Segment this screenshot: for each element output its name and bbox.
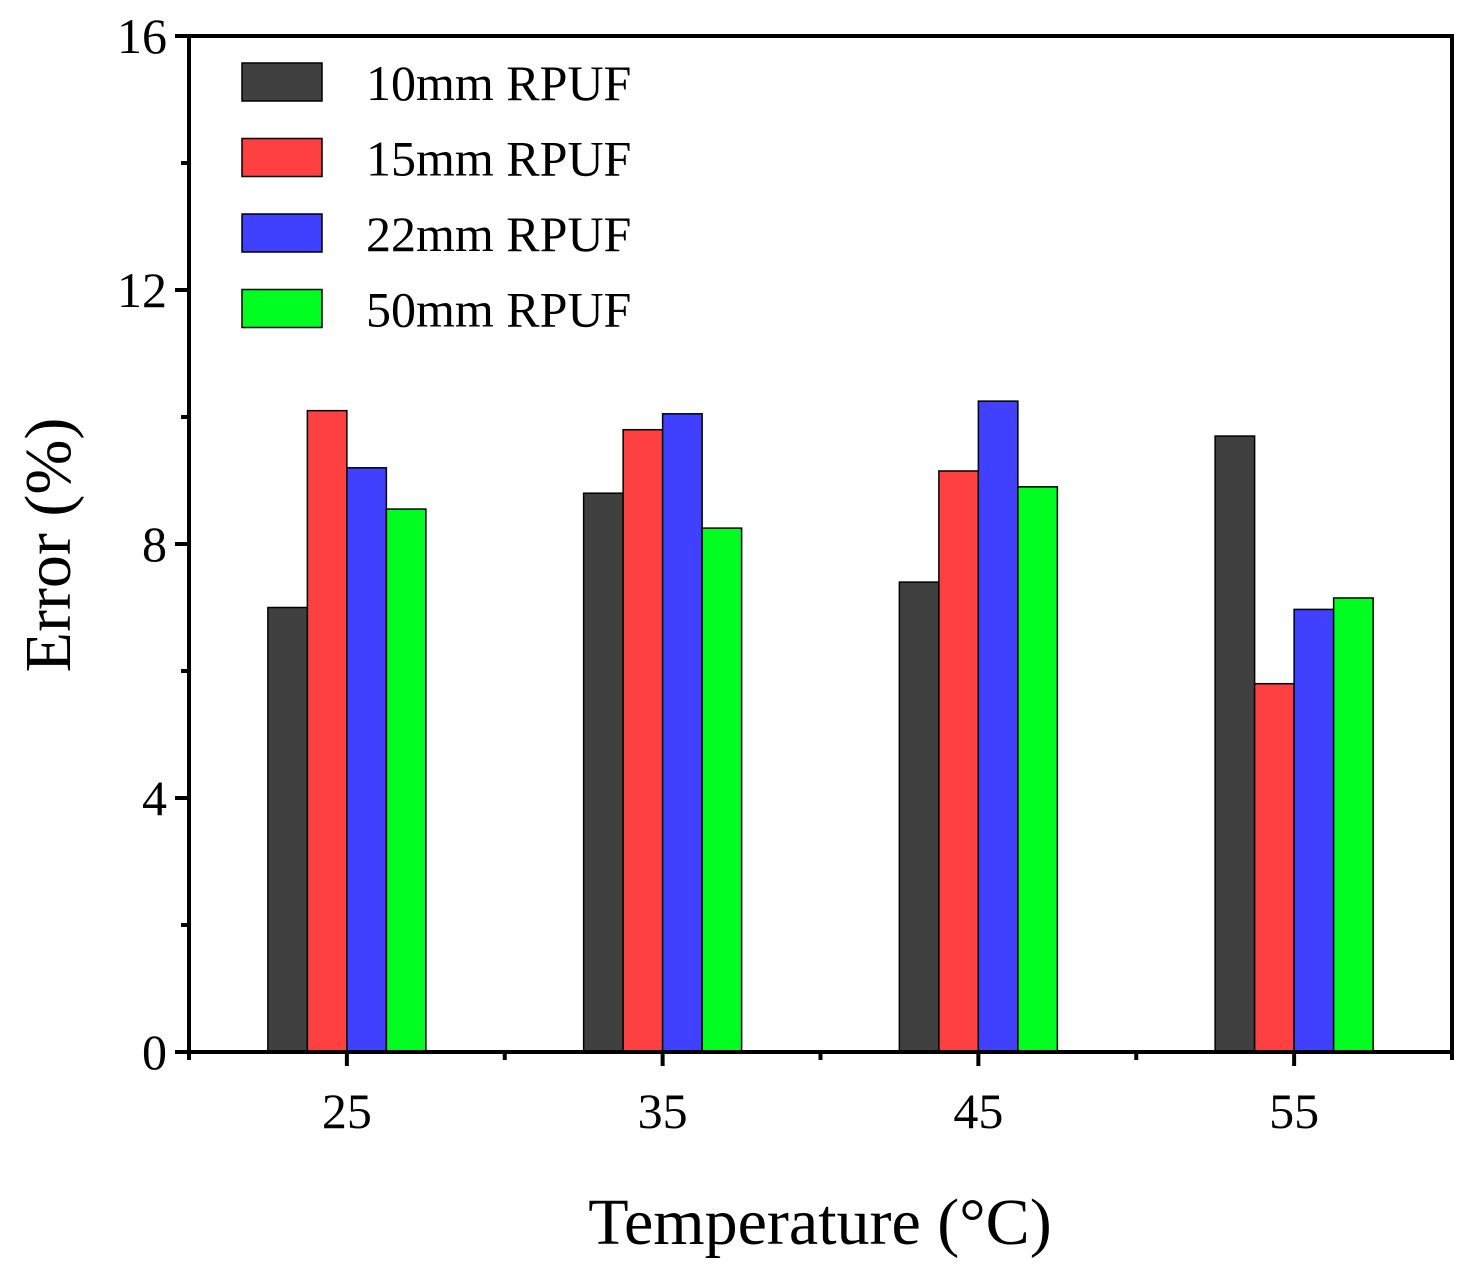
y-tick-label: 12: [117, 262, 167, 318]
bar-15mm-rpuf-55: [1253, 682, 1295, 1053]
legend-label-22mm: 22mm RPUF: [366, 206, 631, 262]
bar-50mm-rpuf-45: [1017, 486, 1059, 1053]
x-axis-title: Temperature (°C): [588, 1186, 1051, 1259]
bar-22mm-rpuf-25: [346, 467, 388, 1053]
legend-swatch-10mm: [241, 62, 323, 102]
axes-layer: 0 4 8 12 16 25 35 45 55: [117, 8, 1454, 1139]
y-tick-label: 8: [142, 516, 167, 572]
x-tick-label: 25: [322, 1083, 372, 1139]
bar-50mm-rpuf-25: [385, 508, 427, 1053]
x-tick-label: 45: [953, 1083, 1003, 1139]
y-axis-title: Error (%): [12, 418, 85, 673]
legend-swatch-15mm: [241, 137, 323, 178]
bar-22mm-rpuf-55: [1293, 608, 1335, 1053]
bar-22mm-rpuf-45: [977, 400, 1019, 1053]
bar-10mm-rpuf-45: [898, 581, 940, 1053]
y-tick-label: 16: [117, 8, 167, 64]
y-tick-label: 0: [142, 1024, 167, 1080]
bars-layer: [267, 400, 1374, 1053]
bar-50mm-rpuf-55: [1332, 597, 1374, 1053]
legend: 10mm RPUF 15mm RPUF 22mm RPUF 50mm RPUF: [241, 55, 631, 338]
bar-10mm-rpuf-55: [1214, 435, 1256, 1053]
x-tick-label: 55: [1269, 1083, 1319, 1139]
bar-10mm-rpuf-25: [267, 606, 309, 1053]
bar-50mm-rpuf-35: [701, 527, 743, 1053]
bar-10mm-rpuf-35: [582, 492, 624, 1053]
legend-label-10mm: 10mm RPUF: [366, 55, 631, 111]
x-tick-label: 35: [638, 1083, 688, 1139]
legend-label-50mm: 50mm RPUF: [366, 282, 631, 338]
y-tick-label: 4: [142, 770, 167, 826]
bar-22mm-rpuf-35: [661, 413, 703, 1053]
bar-15mm-rpuf-25: [306, 409, 348, 1053]
legend-swatch-50mm: [241, 288, 323, 329]
legend-label-15mm: 15mm RPUF: [366, 131, 631, 187]
legend-swatch-22mm: [241, 213, 323, 253]
bar-15mm-rpuf-35: [622, 428, 664, 1053]
bar-15mm-rpuf-45: [938, 470, 980, 1053]
